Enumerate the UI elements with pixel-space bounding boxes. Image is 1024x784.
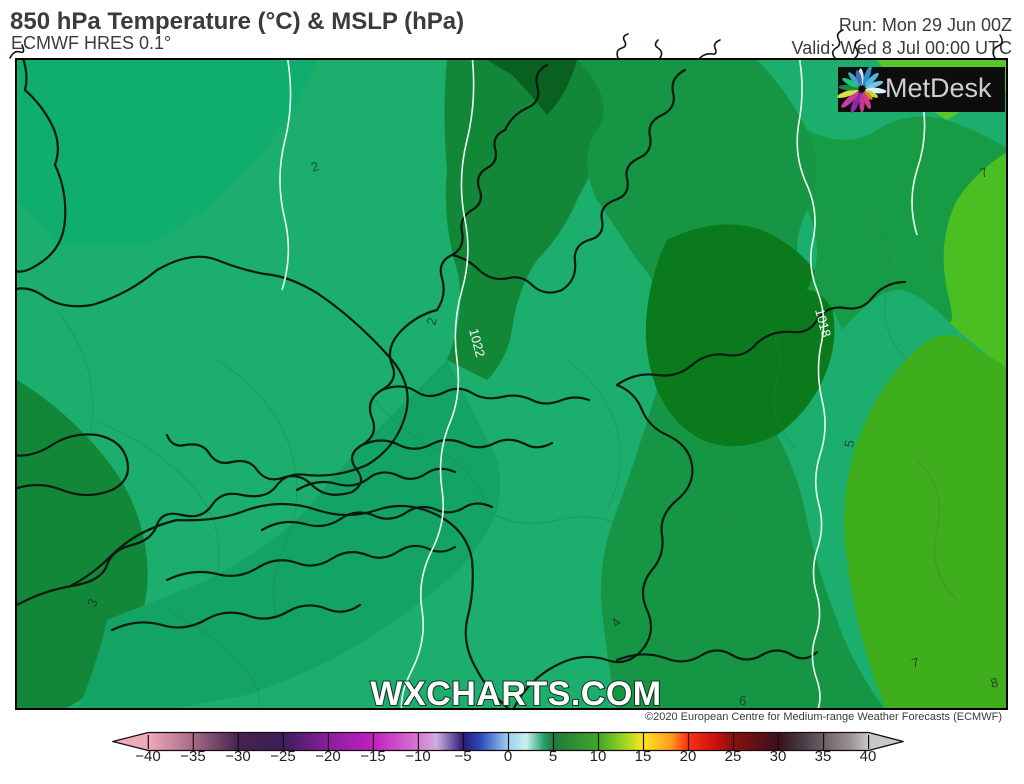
svg-text:WXCHARTS.COM: WXCHARTS.COM [370,675,661,710]
svg-text:6: 6 [739,693,747,708]
svg-text:MetDesk: MetDesk [885,73,992,103]
